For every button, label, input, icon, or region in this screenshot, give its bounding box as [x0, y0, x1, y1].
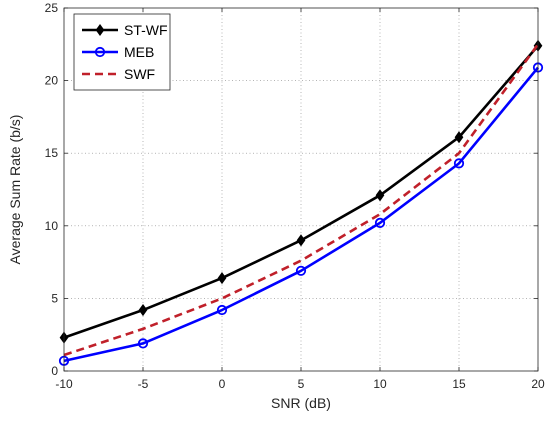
data-point-meb [137, 338, 149, 349]
data-point-meb [374, 217, 386, 228]
series-swf [63, 43, 540, 357]
x-tick-label: -5 [138, 377, 149, 391]
data-point-meb [295, 265, 307, 276]
x-tick-label: 15 [452, 377, 466, 391]
ticks: -10 -5 0 5 10 15 20 0 5 10 15 20 25 [45, 1, 545, 391]
data-point-st-wf [217, 272, 227, 285]
data-point-meb [453, 158, 465, 169]
y-axis-label: Average Sum Rate (b/s) [7, 115, 23, 265]
legend-label-st-wf: ST-WF [124, 22, 168, 38]
data-point-st-wf [296, 234, 306, 247]
x-tick-label: -10 [55, 377, 73, 391]
y-tick-label: 15 [45, 146, 59, 160]
series-group [58, 39, 544, 366]
x-axis-label: SNR (dB) [271, 395, 331, 411]
data-point-st-wf [375, 189, 385, 202]
legend-item-swf: SWF [82, 66, 155, 82]
legend-label-swf: SWF [124, 66, 155, 82]
series-line-meb [63, 66, 540, 363]
legend-label-meb: MEB [124, 44, 154, 60]
y-tick-label: 5 [51, 291, 58, 305]
series-line-swf [63, 43, 540, 357]
legend-item-st-wf: ST-WF [82, 22, 168, 38]
x-tick-label: 20 [531, 377, 545, 391]
y-tick-label: 25 [45, 1, 59, 15]
data-point-meb [216, 304, 228, 316]
y-tick-label: 20 [45, 74, 59, 88]
legend-marker-st-wf [95, 23, 105, 37]
legend: ST-WF MEB SWF [73, 13, 171, 91]
legend-item-meb: MEB [82, 44, 154, 60]
y-tick-label: 10 [45, 219, 59, 233]
x-tick-label: 0 [219, 377, 226, 391]
x-tick-label: 5 [298, 377, 305, 391]
x-tick-label: 10 [373, 377, 387, 391]
legend-marker-meb [94, 46, 106, 58]
data-point-st-wf [138, 303, 148, 317]
data-point-st-wf [454, 131, 464, 144]
y-tick-label: 0 [51, 364, 58, 378]
